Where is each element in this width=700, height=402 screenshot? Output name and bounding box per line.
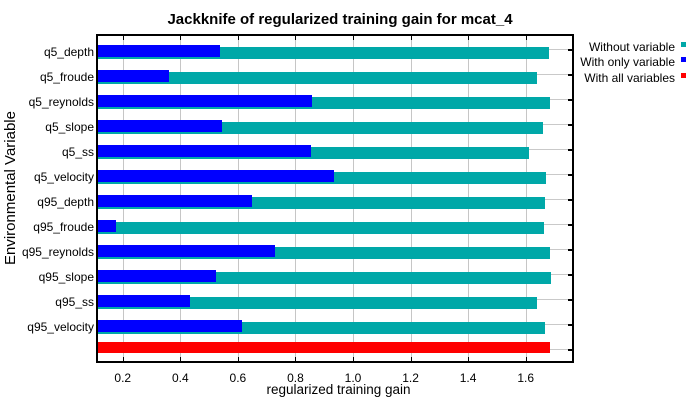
tick-layer bbox=[98, 36, 572, 361]
x-tick-mark-bottom bbox=[525, 357, 527, 361]
category-label: q5_slope bbox=[45, 119, 94, 134]
bar-layer bbox=[98, 36, 572, 361]
x-tick-mark-top bbox=[295, 36, 297, 40]
category-tick-mark-right bbox=[568, 298, 572, 301]
category-tick-mark-right bbox=[568, 323, 572, 326]
bar-with-only-variable bbox=[98, 144, 311, 157]
legend-swatch bbox=[681, 57, 686, 63]
bar-with-only-variable bbox=[98, 69, 169, 82]
category-label: q95_reynolds bbox=[21, 244, 94, 259]
category-label: q5_depth bbox=[43, 44, 94, 59]
legend-label: With all variables bbox=[584, 70, 675, 85]
x-tick-mark-top bbox=[180, 36, 182, 40]
x-tick-mark-bottom bbox=[122, 357, 124, 361]
x-tick-label: 0.6 bbox=[229, 370, 247, 385]
category-label: q95_froude bbox=[33, 219, 94, 234]
x-tick-mark-bottom bbox=[410, 357, 412, 361]
category-tick-mark-right bbox=[568, 273, 572, 276]
x-tick-mark-bottom bbox=[468, 357, 470, 361]
x-tick-mark-top bbox=[352, 36, 354, 40]
chart-title: Jackknife of regularized training gain f… bbox=[167, 11, 513, 29]
category-label: q5_reynolds bbox=[28, 94, 94, 109]
x-tick-mark-bottom bbox=[352, 357, 354, 361]
legend-swatch bbox=[681, 72, 686, 78]
bar-with-only-variable bbox=[98, 294, 191, 307]
category-label: q95_slope bbox=[38, 269, 94, 284]
bar-with-all-variables bbox=[98, 342, 550, 353]
category-label: q95_depth bbox=[37, 194, 94, 209]
bar-with-only-variable bbox=[98, 169, 334, 182]
x-tick-mark-bottom bbox=[180, 357, 182, 361]
bar-with-only-variable bbox=[98, 244, 276, 257]
category-label: q5_velocity bbox=[33, 169, 94, 184]
x-tick-label: 0.8 bbox=[287, 370, 304, 385]
bar-with-only-variable bbox=[98, 194, 252, 207]
bar-without-variable bbox=[98, 71, 538, 84]
bar-without-variable bbox=[98, 296, 538, 309]
bar-with-only-variable bbox=[98, 269, 217, 282]
category-label: q5_froude bbox=[39, 69, 94, 84]
x-axis-title: regularized training gain bbox=[266, 381, 411, 397]
x-tick-mark-top bbox=[237, 36, 239, 40]
category-tick-mark-right bbox=[568, 48, 572, 51]
x-tick-mark-top bbox=[410, 36, 412, 40]
x-tick-label: 0.4 bbox=[171, 370, 189, 385]
category-tick-mark-right bbox=[568, 73, 572, 76]
category-label: q5_ss bbox=[61, 144, 94, 159]
bar-with-only-variable bbox=[98, 44, 220, 57]
x-tick-label: 1.6 bbox=[517, 370, 534, 385]
legend-label: Without variable bbox=[588, 39, 675, 54]
x-tick-label: 1.4 bbox=[459, 370, 477, 385]
x-tick-mark-top bbox=[122, 36, 124, 40]
x-tick-mark-bottom bbox=[295, 357, 297, 361]
x-tick-mark-top bbox=[468, 36, 470, 40]
bar-with-only-variable bbox=[98, 219, 117, 232]
x-tick-mark-bottom bbox=[237, 357, 239, 361]
x-tick-label: 1.2 bbox=[402, 370, 419, 385]
category-tick-mark-right bbox=[568, 173, 572, 176]
bar-with-only-variable bbox=[98, 319, 242, 332]
category-tick-mark-right bbox=[568, 223, 572, 226]
bar-with-only-variable bbox=[98, 119, 223, 132]
category-tick-mark-right bbox=[568, 248, 572, 251]
category-tick-mark-right bbox=[568, 198, 572, 201]
x-tick-label: 1.0 bbox=[344, 370, 362, 385]
legend-label: With only variable bbox=[580, 55, 675, 70]
bar-without-variable bbox=[98, 221, 545, 234]
category-label: q95_velocity bbox=[27, 319, 94, 334]
legend-swatch bbox=[681, 41, 686, 47]
bar-with-only-variable bbox=[98, 94, 312, 107]
plot-area bbox=[96, 34, 574, 363]
x-tick-mark-top bbox=[525, 36, 527, 40]
x-tick-label: 0.2 bbox=[114, 370, 132, 385]
category-tick-mark-right bbox=[568, 348, 572, 351]
category-tick-mark-right bbox=[568, 98, 572, 101]
category-label: q95_ss bbox=[55, 294, 94, 309]
category-tick-mark-right bbox=[568, 123, 572, 126]
category-tick-mark-right bbox=[568, 148, 572, 151]
